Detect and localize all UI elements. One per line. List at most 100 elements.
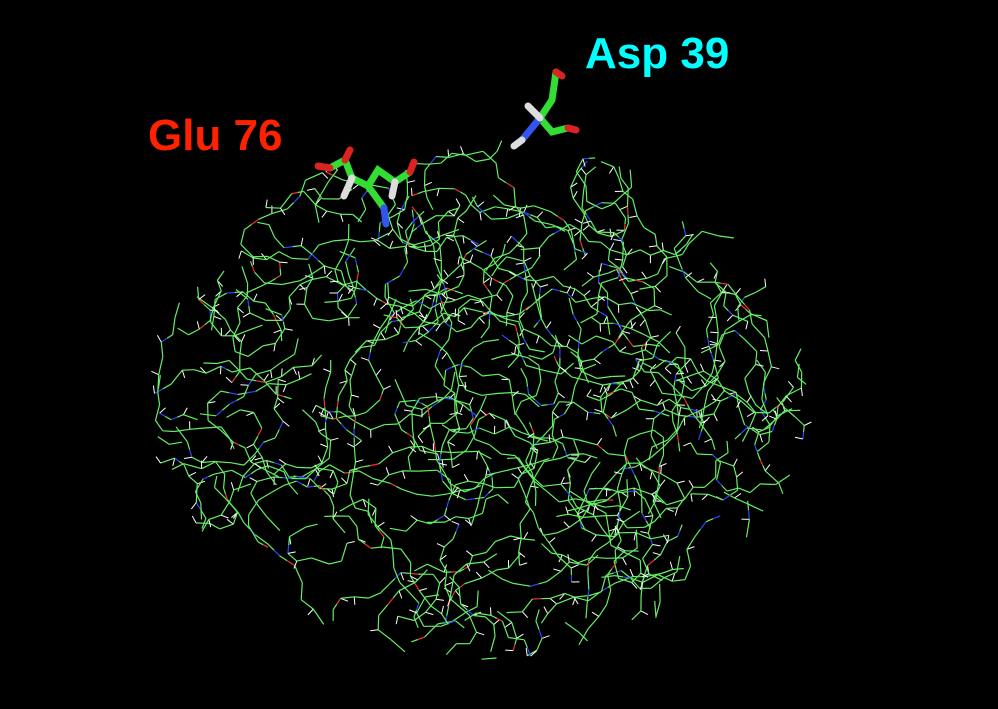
bond	[443, 538, 454, 548]
bond-hydrogen	[518, 551, 526, 558]
bond	[576, 506, 594, 516]
bond-nitrogen	[740, 427, 748, 435]
bond	[675, 364, 686, 375]
bond	[320, 181, 329, 195]
bond	[434, 358, 439, 367]
glu-oxygen	[314, 162, 334, 172]
bond	[583, 473, 593, 492]
bond-hydrogen	[678, 407, 681, 416]
bond-hydrogen	[444, 581, 453, 587]
bond-hydrogen	[266, 460, 269, 469]
glu-sticks	[314, 146, 418, 228]
glu-oxygen	[406, 158, 418, 176]
bond	[587, 573, 590, 590]
bond-hydrogen	[654, 286, 661, 293]
bond	[656, 331, 672, 345]
bond-hydrogen	[496, 294, 503, 302]
bond	[242, 462, 256, 477]
bond	[741, 428, 750, 442]
bond	[541, 352, 554, 360]
bond	[213, 475, 218, 488]
bond-oxygen	[291, 191, 298, 195]
bond	[282, 321, 286, 329]
bond	[749, 309, 753, 325]
bond	[578, 439, 598, 446]
bond	[283, 480, 297, 487]
bond-hydrogen	[463, 307, 468, 316]
bond-hydrogen	[219, 366, 222, 375]
bond	[223, 487, 227, 495]
bond	[675, 417, 686, 435]
bond	[213, 299, 216, 317]
bond	[508, 339, 517, 346]
bond-hydrogen	[764, 278, 767, 287]
bond-nitrogen	[653, 410, 662, 415]
bond	[296, 557, 312, 562]
bond	[430, 605, 442, 615]
bond-hydrogen	[648, 245, 657, 248]
bond-hydrogen	[630, 322, 637, 329]
bond	[485, 541, 496, 553]
bond	[223, 474, 226, 489]
bond	[604, 505, 619, 508]
bond-hydrogen	[505, 419, 511, 428]
bond-hydrogen	[415, 340, 423, 346]
bond	[487, 288, 493, 296]
bond	[485, 493, 499, 500]
bond	[344, 359, 351, 371]
bond	[394, 379, 402, 394]
bond-hydrogen	[614, 525, 620, 534]
bond	[610, 409, 628, 419]
bond-hydrogen	[273, 329, 282, 334]
bond-hydrogen	[321, 172, 329, 179]
bond-hydrogen	[676, 480, 685, 484]
bond-nitrogen	[443, 283, 447, 291]
bond	[390, 539, 394, 552]
bond	[598, 604, 608, 617]
bond-hydrogen	[246, 443, 254, 449]
bond-hydrogen	[254, 463, 262, 469]
bond-hydrogen	[253, 293, 258, 302]
bond	[666, 507, 678, 509]
bond-hydrogen	[513, 537, 522, 541]
bond-hydrogen	[608, 166, 615, 174]
bond-oxygen	[336, 598, 342, 605]
bond	[644, 498, 654, 516]
bond	[489, 444, 502, 455]
bond-oxygen	[469, 417, 476, 427]
bond	[433, 340, 448, 354]
bond-hydrogen	[387, 228, 394, 236]
bond	[443, 312, 456, 318]
bond	[515, 412, 524, 425]
bond-nitrogen	[458, 364, 465, 367]
bond	[690, 442, 698, 455]
bond-nitrogen	[622, 272, 628, 279]
bond-hydrogen	[639, 582, 644, 591]
bond	[756, 359, 766, 373]
bond	[372, 477, 391, 484]
bond	[325, 371, 332, 388]
bond	[315, 204, 328, 212]
bond	[414, 569, 428, 583]
bond	[451, 152, 466, 156]
bond-nitrogen	[354, 257, 358, 266]
bond	[583, 295, 592, 308]
bond	[745, 502, 764, 512]
bond-hydrogen	[483, 277, 490, 284]
bond-hydrogen	[230, 441, 234, 450]
bond	[551, 435, 559, 448]
bond	[569, 561, 587, 566]
bond	[305, 172, 323, 181]
bond	[711, 438, 716, 450]
bond-hydrogen	[571, 288, 576, 297]
bond	[324, 490, 330, 497]
bond	[556, 513, 569, 518]
bond	[301, 409, 317, 423]
bond-hydrogen	[764, 464, 771, 472]
bond	[737, 307, 740, 321]
bond	[408, 288, 427, 292]
bond	[228, 359, 240, 372]
bond	[332, 470, 339, 483]
bond	[461, 347, 474, 362]
bond	[291, 257, 309, 260]
